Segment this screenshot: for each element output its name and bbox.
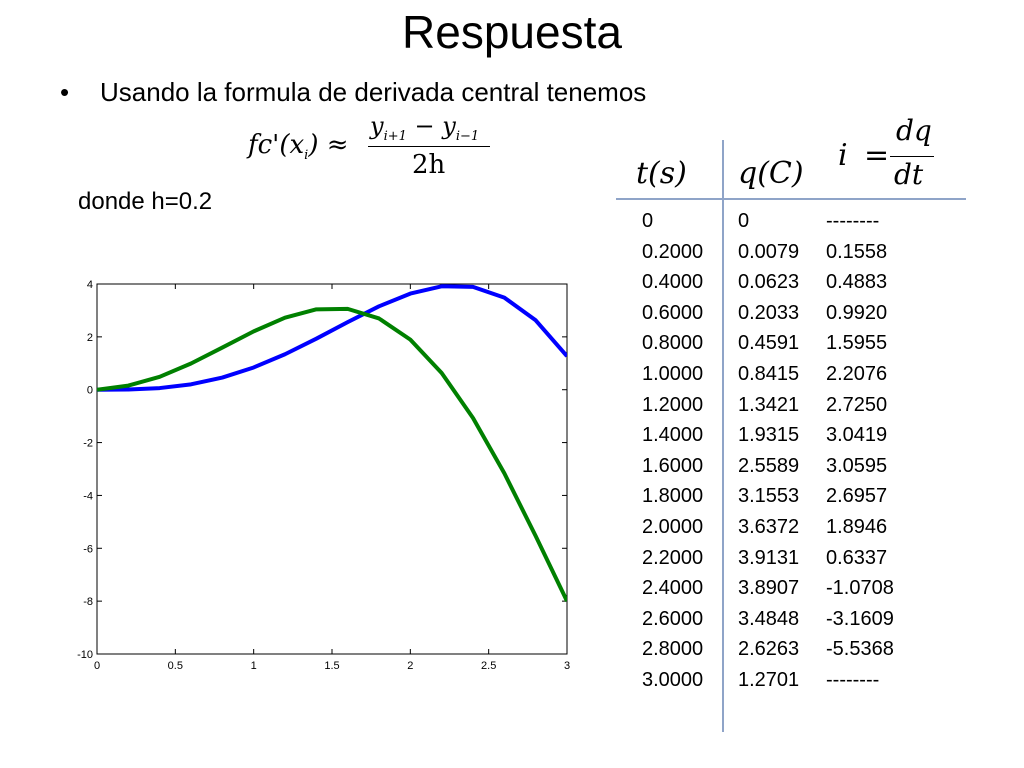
- current-cell: --------: [826, 210, 880, 232]
- time-cell: 2.2000: [642, 546, 704, 569]
- charge-cell: 3.8907: [738, 577, 800, 600]
- current-cell: 3.0419: [826, 424, 888, 447]
- time-cell: 2.0000: [642, 515, 704, 538]
- time-cell: 3.0000: [642, 668, 704, 691]
- current-denominator: dt: [894, 158, 924, 191]
- y-tick-label: 0: [87, 385, 93, 397]
- plot-area: [96, 283, 568, 655]
- charge-cell: 0.0079: [738, 240, 800, 263]
- charge-cell: 1.2701: [738, 668, 800, 691]
- formula-numerator: yi+1 − yi−1: [370, 112, 480, 144]
- charge-cell: 3.6372: [738, 515, 800, 538]
- y-tick-label: 2: [87, 332, 93, 344]
- y-tick-label: -4: [83, 490, 93, 502]
- time-cell: 2.8000: [642, 638, 704, 661]
- charge-cell: 3.4848: [738, 607, 800, 630]
- table-column-divider: [722, 140, 724, 732]
- time-cell: 1.4000: [642, 424, 704, 447]
- charge-cell: 1.3421: [738, 393, 800, 416]
- series-line-current: [97, 306, 567, 603]
- current-cell: 3.0595: [826, 454, 888, 477]
- central-difference-formula: fc'(xi) ≈ yi+1 − yi−1 2h: [248, 112, 508, 188]
- chart-svg: 0 0.5 1 1.5 2 2.5 3 4 2 0 -2 -4 -6 -8 -10: [77, 279, 570, 672]
- formula-denominator: 2h: [412, 150, 446, 180]
- charge-cell: 2.6263: [738, 638, 800, 661]
- chart: 0 0.5 1 1.5 2 2.5 3 4 2 0 -2 -4 -6 -8 -10: [60, 268, 580, 678]
- time-cell: 0.8000: [642, 332, 704, 355]
- charge-cell: 2.5589: [738, 454, 800, 477]
- time-cell: 0.6000: [642, 301, 704, 324]
- x-tick-label: 1: [251, 660, 257, 672]
- current-cell: -5.5368: [826, 638, 894, 661]
- current-cell: 2.2076: [826, 362, 888, 385]
- current-cell: -1.0708: [826, 577, 894, 600]
- equals-sign: =: [864, 138, 890, 173]
- current-numerator: dq: [896, 114, 932, 147]
- time-cell: 1.2000: [642, 393, 704, 416]
- current-fraction-bar: [890, 156, 934, 157]
- x-tick-label: 0.5: [168, 660, 183, 672]
- x-tick-label: 2.5: [481, 660, 496, 672]
- time-cell: 2.4000: [642, 577, 704, 600]
- bullet-item: • Usando la formula de derivada central t…: [60, 74, 646, 110]
- current-cell: -3.1609: [826, 607, 894, 630]
- current-cell: --------: [826, 668, 880, 691]
- x-tick-label: 2: [407, 660, 413, 672]
- slide-title: Respuesta: [402, 6, 622, 58]
- x-tick-label: 0: [94, 660, 100, 672]
- series-line-charge: [97, 284, 567, 392]
- y-tick-label: -8: [83, 596, 93, 608]
- time-cell: 0.4000: [642, 271, 704, 294]
- header-charge: q(C): [738, 156, 804, 191]
- current-cell: 0.4883: [826, 271, 888, 294]
- y-tick-label: -6: [83, 543, 93, 555]
- charge-cell: 3.1553: [738, 485, 800, 508]
- charge-cell: 0.4591: [738, 332, 800, 355]
- formula-fraction-bar: [368, 146, 490, 147]
- current-cell: 0.6337: [826, 546, 888, 569]
- y-tick-label: -10: [77, 649, 93, 661]
- donde-text: donde h=0.2: [78, 188, 213, 215]
- charge-cell: 3.9131: [738, 546, 800, 569]
- table-header-divider: [616, 198, 966, 200]
- current-cell: 2.7250: [826, 393, 888, 416]
- time-cell: 1.8000: [642, 485, 704, 508]
- charge-cell: 0.2033: [738, 301, 800, 324]
- time-cell: 0.2000: [642, 240, 704, 263]
- bullet-dot: •: [60, 77, 70, 107]
- header-time: t(s): [636, 156, 687, 191]
- formula-lhs: fc'(xi) ≈: [248, 130, 349, 164]
- bullet-text: Usando la formula de derivada central te…: [100, 77, 647, 107]
- current-cell: 1.8946: [826, 515, 888, 538]
- time-cell: 1.0000: [642, 362, 704, 385]
- current-cell: 2.6957: [826, 485, 888, 508]
- time-cell: 1.6000: [642, 454, 704, 477]
- charge-cell: 0: [738, 210, 750, 232]
- time-cell: 0: [642, 210, 654, 232]
- charge-cell: 0.0623: [738, 271, 800, 294]
- charge-cell: 0.8415: [738, 362, 800, 385]
- y-tick-label: -2: [83, 438, 93, 450]
- current-cell: 0.1558: [826, 240, 888, 263]
- current-cell: 0.9920: [826, 301, 888, 324]
- current-cell: 1.5955: [826, 332, 888, 355]
- current-formula: i = dq dt: [838, 114, 948, 198]
- time-cell: 2.6000: [642, 607, 704, 630]
- y-tick-label: 4: [87, 279, 93, 291]
- x-tick-label: 3: [564, 660, 570, 672]
- charge-cell: 1.9315: [738, 424, 800, 447]
- x-tick-label: 1.5: [324, 660, 339, 672]
- current-symbol: i: [838, 138, 848, 173]
